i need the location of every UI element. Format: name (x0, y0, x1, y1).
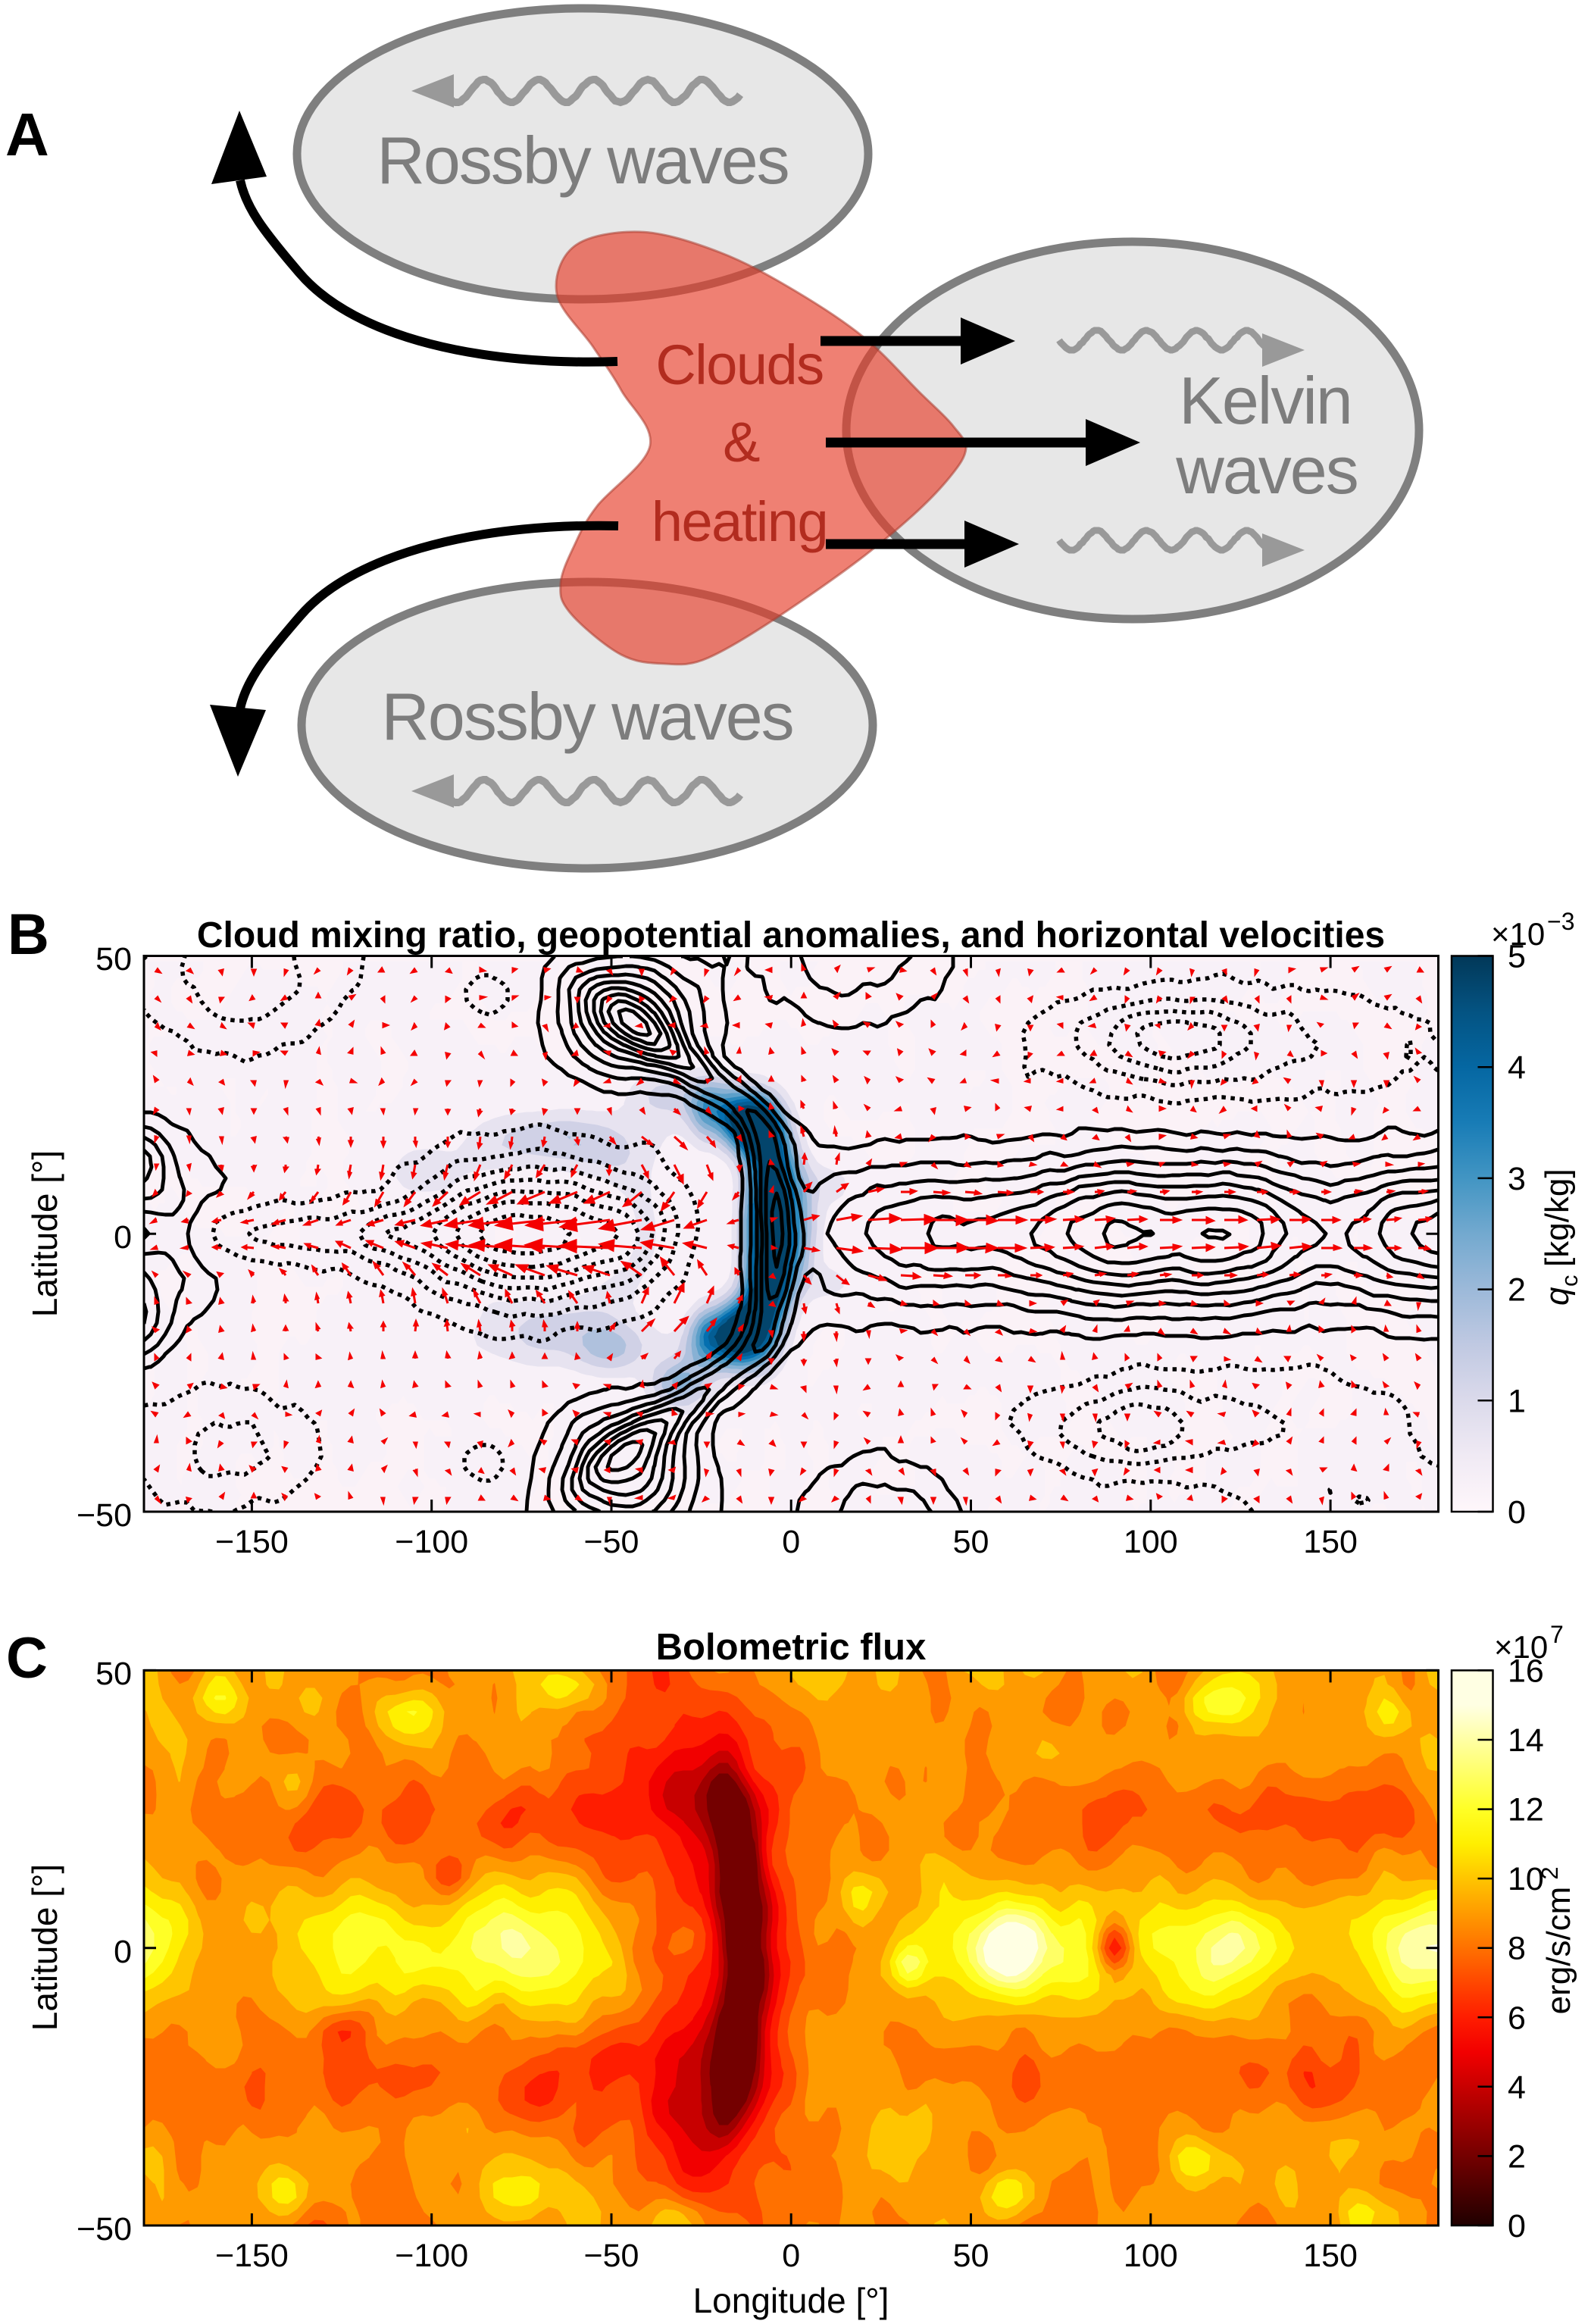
svg-text:C: C (6, 1626, 48, 1691)
svg-text:Latitude [°]: Latitude [°] (25, 1864, 64, 2031)
svg-text:Longitude [°]: Longitude [°] (693, 2281, 889, 2320)
svg-text:16: 16 (1508, 1653, 1544, 1689)
svg-text:2: 2 (1508, 1272, 1526, 1309)
svg-text:−50: −50 (584, 1524, 639, 1560)
svg-text:−100: −100 (395, 1524, 468, 1560)
svg-text:10: 10 (1508, 1861, 1544, 1897)
svg-text:4: 4 (1508, 1049, 1526, 1086)
svg-text:Cloud mixing ratio, geopotenti: Cloud mixing ratio, geopotential anomali… (197, 915, 1385, 956)
svg-text:0: 0 (782, 2238, 800, 2274)
svg-text:150: 150 (1303, 1524, 1358, 1560)
svg-text:6: 6 (1508, 2000, 1526, 2036)
svg-text:heating: heating (652, 490, 827, 553)
svg-text:Latitude [°]: Latitude [°] (25, 1150, 64, 1317)
svg-text:×10: ×10 (1494, 1629, 1548, 1665)
svg-text:−50: −50 (77, 2211, 132, 2247)
svg-text:100: 100 (1124, 1524, 1178, 1560)
svg-text:50: 50 (953, 1524, 989, 1560)
svg-text:0: 0 (114, 1219, 132, 1256)
svg-text:14: 14 (1508, 1722, 1544, 1759)
svg-text:4: 4 (1508, 2069, 1526, 2106)
svg-text:2: 2 (1508, 2138, 1526, 2175)
svg-text:−100: −100 (395, 2238, 468, 2274)
svg-text:A: A (5, 101, 49, 168)
svg-text:−150: −150 (215, 1524, 289, 1560)
svg-text:50: 50 (95, 941, 132, 977)
svg-text:B: B (8, 902, 49, 967)
svg-text:−3: −3 (1547, 908, 1574, 935)
svg-text:waves: waves (1175, 433, 1357, 508)
svg-text:Rossby waves: Rossby waves (381, 679, 792, 754)
svg-text:7: 7 (1550, 1621, 1564, 1648)
svg-text:3: 3 (1508, 1161, 1526, 1197)
svg-text:5: 5 (1508, 939, 1526, 975)
svg-text:50: 50 (953, 2238, 989, 2274)
svg-text:Rossby waves: Rossby waves (377, 123, 788, 198)
svg-text:100: 100 (1124, 2238, 1178, 2274)
svg-text:12: 12 (1508, 1792, 1544, 1828)
svg-text:8: 8 (1508, 1931, 1526, 1967)
svg-text:0: 0 (1508, 1494, 1526, 1531)
svg-text:−50: −50 (77, 1497, 132, 1534)
svg-text:0: 0 (114, 1934, 132, 1970)
svg-text:1: 1 (1508, 1383, 1526, 1419)
svg-text:c: c (1556, 1275, 1583, 1287)
svg-text:×10: ×10 (1491, 916, 1545, 952)
svg-text:Bolometric flux: Bolometric flux (656, 1627, 927, 1668)
svg-text:0: 0 (1508, 2208, 1526, 2244)
svg-text:150: 150 (1303, 2238, 1358, 2274)
svg-text:&: & (723, 411, 760, 474)
svg-text:[kg/kg]: [kg/kg] (1539, 1168, 1576, 1267)
svg-text:2: 2 (1536, 1866, 1563, 1879)
svg-text:q: q (1539, 1287, 1576, 1306)
svg-text:erg/s/cm: erg/s/cm (1540, 1887, 1577, 2015)
svg-text:50: 50 (95, 1656, 132, 1692)
svg-text:−50: −50 (584, 2238, 639, 2274)
svg-text:Clouds: Clouds (655, 333, 823, 396)
svg-text:0: 0 (782, 1524, 800, 1560)
svg-text:Kelvin: Kelvin (1179, 363, 1352, 438)
svg-text:−150: −150 (215, 2238, 289, 2274)
